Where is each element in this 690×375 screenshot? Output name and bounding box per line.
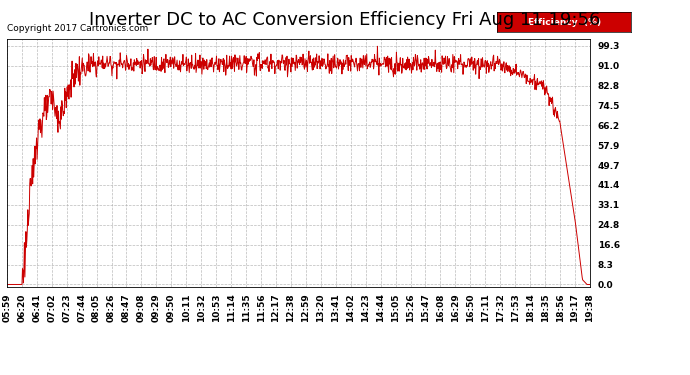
Text: Efficiency  (%): Efficiency (%) bbox=[528, 18, 600, 27]
Text: Inverter DC to AC Conversion Efficiency Fri Aug 11 19:56: Inverter DC to AC Conversion Efficiency … bbox=[89, 11, 601, 29]
Text: Copyright 2017 Cartronics.com: Copyright 2017 Cartronics.com bbox=[7, 24, 148, 33]
